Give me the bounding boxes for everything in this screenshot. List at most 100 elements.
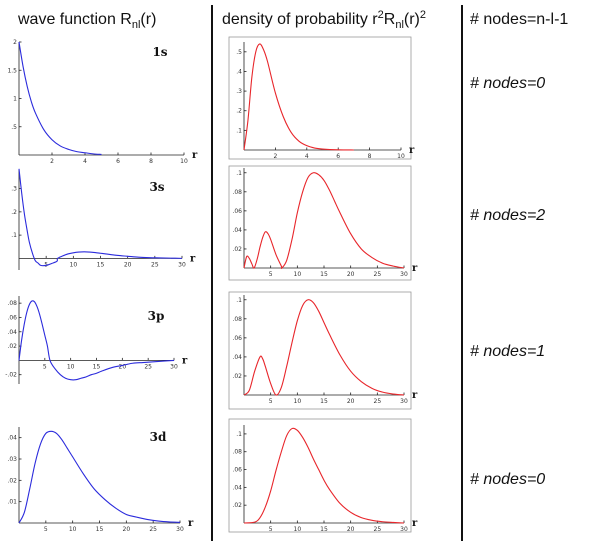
x-tick-label: 10 <box>70 261 78 268</box>
chart-density-4: 5 10 15 20 25 30 .02 .04 .06 .08 .1 r <box>228 418 418 533</box>
y-tick-label: .06 <box>232 208 242 215</box>
x-tick-label: 5 <box>269 398 273 405</box>
x-axis-label: r <box>412 390 418 401</box>
y-tick-label: .1 <box>11 232 17 239</box>
x-tick-label: 25 <box>149 526 157 533</box>
x-axis-label: r <box>190 253 196 264</box>
series-line <box>243 43 354 151</box>
x-tick-label: 15 <box>97 261 105 268</box>
y-tick-label: .2 <box>236 108 242 115</box>
x-tick-label: 10 <box>294 398 302 405</box>
x-tick-label: 25 <box>374 526 382 533</box>
x-tick-label: 15 <box>320 271 328 278</box>
y-tick-label: .06 <box>7 314 17 321</box>
x-tick-label: 25 <box>374 271 382 278</box>
y-tick-label: .1 <box>236 170 242 177</box>
wave-function-header: wave function Rnl(r) <box>17 11 156 31</box>
y-tick-label: .04 <box>232 227 242 234</box>
y-tick-label: .4 <box>236 68 242 75</box>
y-tick-label: .5 <box>11 124 17 131</box>
x-tick-label: 30 <box>178 261 186 268</box>
y-tick-label: .5 <box>236 49 242 56</box>
y-tick-label: .01 <box>7 499 17 506</box>
x-tick-label: 10 <box>294 271 302 278</box>
x-tick-label: 15 <box>320 526 328 533</box>
nodes-notes: # nodes=0 # nodes=2 # nodes=1 # nodes=0 <box>470 75 545 488</box>
y-tick-label: .06 <box>232 335 242 342</box>
x-tick-label: 10 <box>180 158 188 165</box>
chart-wave-4: 5 10 15 20 25 30 .01 .02 .03 .04 r 3d <box>7 427 194 533</box>
density-header: density of probability r2Rnl(r)2 <box>222 9 426 31</box>
x-tick-label: 20 <box>123 526 131 533</box>
y-tick-label: .08 <box>7 300 17 307</box>
series-line <box>18 41 102 155</box>
series-line <box>243 427 405 524</box>
x-tick-label: 20 <box>347 526 355 533</box>
y-tick-label: .08 <box>232 316 242 323</box>
x-tick-label: 5 <box>269 271 273 278</box>
y-tick-label: .3 <box>11 186 17 193</box>
orbital-label: 3s <box>149 180 164 194</box>
series-line <box>18 300 175 381</box>
x-tick-label: 6 <box>336 153 340 160</box>
y-tick-label: .02 <box>7 343 17 350</box>
y-tick-label: .1 <box>236 431 242 438</box>
nodes-note: # nodes=0 <box>470 75 545 92</box>
x-tick-label: 6 <box>116 158 120 165</box>
x-tick-label: 25 <box>151 261 159 268</box>
series-line <box>243 172 405 269</box>
chart-wave-3: 5 10 15 20 25 30 -.02 .02 .04 .06 .08 r 3p <box>5 296 188 384</box>
x-tick-label: 2 <box>50 158 54 165</box>
x-tick-label: 30 <box>400 398 408 405</box>
y-tick-label: 1 <box>13 96 17 103</box>
y-tick-label: -.02 <box>5 372 17 379</box>
chart-density-3: 5 10 15 20 25 30 .02 .04 .06 .08 .1 r <box>228 291 418 410</box>
x-tick-label: 8 <box>368 153 372 160</box>
nodes-note: # nodes=0 <box>470 471 545 488</box>
x-tick-label: 20 <box>119 363 127 370</box>
x-tick-label: 10 <box>294 526 302 533</box>
orbital-label: 1s <box>152 45 167 59</box>
x-tick-label: 10 <box>67 363 75 370</box>
nodes-rule-header: # nodes=n-l-1 <box>470 11 568 28</box>
x-axis-label: r <box>409 145 415 156</box>
y-tick-label: .1 <box>236 297 242 304</box>
series-line <box>243 299 405 396</box>
y-tick-label: .08 <box>232 189 242 196</box>
y-tick-label: .02 <box>7 477 17 484</box>
y-tick-label: 2 <box>13 39 17 46</box>
x-tick-label: 5 <box>43 363 47 370</box>
series-line <box>18 168 183 267</box>
chart-density-1: 2 4 6 8 10 .1 .2 .3 .4 .5 r <box>228 36 415 160</box>
series-line <box>18 430 181 524</box>
y-tick-label: .06 <box>232 467 242 474</box>
y-tick-label: .2 <box>11 209 17 216</box>
x-tick-label: 30 <box>400 526 408 533</box>
x-tick-label: 25 <box>144 363 152 370</box>
y-tick-label: .04 <box>232 484 242 491</box>
nodes-note: # nodes=2 <box>470 207 545 224</box>
x-tick-label: 4 <box>83 158 87 165</box>
x-tick-label: 30 <box>176 526 184 533</box>
x-axis-label: r <box>192 150 198 161</box>
x-tick-label: 15 <box>93 363 101 370</box>
x-tick-label: 4 <box>305 153 309 160</box>
plot-frame <box>228 291 412 410</box>
y-tick-label: .08 <box>232 449 242 456</box>
x-tick-label: 5 <box>269 526 273 533</box>
nodes-note: # nodes=1 <box>470 343 545 360</box>
y-tick-label: .03 <box>7 456 17 463</box>
plot-frame <box>228 418 412 533</box>
y-tick-label: .02 <box>232 246 242 253</box>
x-axis-label: r <box>188 518 194 529</box>
y-tick-label: .1 <box>236 127 242 134</box>
x-tick-label: 8 <box>149 158 153 165</box>
plot-frame <box>228 36 412 160</box>
orbital-label: 3p <box>148 309 165 323</box>
chart-density-2: 5 10 15 20 25 30 .02 .04 .06 .08 .1 r <box>228 165 418 281</box>
x-axis-label: r <box>412 518 418 529</box>
y-tick-label: .04 <box>7 435 17 442</box>
x-tick-label: 10 <box>397 153 405 160</box>
x-tick-label: 25 <box>374 398 382 405</box>
